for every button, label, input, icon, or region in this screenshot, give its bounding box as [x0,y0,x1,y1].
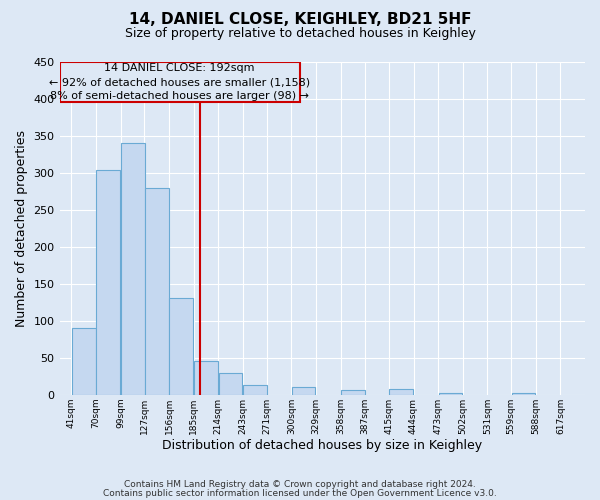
Text: Size of property relative to detached houses in Keighley: Size of property relative to detached ho… [125,28,475,40]
Y-axis label: Number of detached properties: Number of detached properties [15,130,28,326]
Text: 14, DANIEL CLOSE, KEIGHLEY, BD21 5HF: 14, DANIEL CLOSE, KEIGHLEY, BD21 5HF [129,12,471,28]
Bar [194,360,218,395]
Bar [72,328,95,395]
Bar [512,394,535,395]
Text: Contains public sector information licensed under the Open Government Licence v3: Contains public sector information licen… [103,489,497,498]
Bar [219,372,242,395]
Bar [121,143,145,395]
Bar [97,170,120,395]
Bar [389,389,413,395]
Bar [439,394,463,395]
Bar [292,386,316,395]
Bar [145,188,169,395]
FancyBboxPatch shape [59,62,300,102]
Bar [341,390,365,395]
Bar [169,298,193,395]
Bar [244,385,267,395]
X-axis label: Distribution of detached houses by size in Keighley: Distribution of detached houses by size … [162,440,482,452]
Text: 14 DANIEL CLOSE: 192sqm
← 92% of detached houses are smaller (1,158)
8% of semi-: 14 DANIEL CLOSE: 192sqm ← 92% of detache… [49,63,310,101]
Text: Contains HM Land Registry data © Crown copyright and database right 2024.: Contains HM Land Registry data © Crown c… [124,480,476,489]
